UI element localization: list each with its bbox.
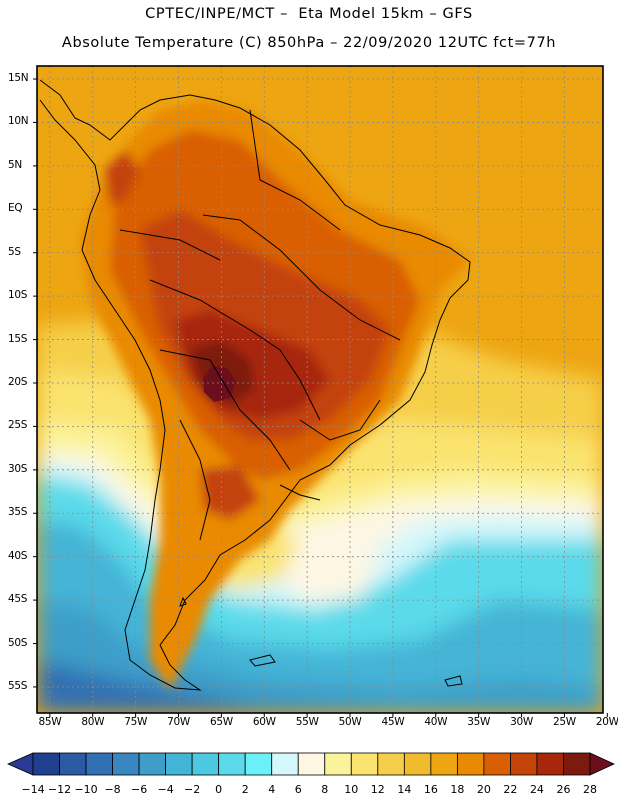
lat-label: 15N bbox=[8, 72, 29, 85]
field-m6 bbox=[37, 600, 603, 713]
map-title-line-2: Absolute Temperature (C) 850hPa – 22/09/… bbox=[61, 35, 557, 51]
colorbar-label: −2 bbox=[184, 783, 201, 796]
lon-label: 60W bbox=[252, 716, 276, 728]
map-title-line-1: CPTEC/INPE/MCT – Eta Model 15km – GFS bbox=[145, 6, 473, 22]
colorbar-swatch bbox=[403, 752, 432, 776]
colorbar-label: 16 bbox=[423, 783, 438, 796]
colorbar-label: −8 bbox=[104, 783, 121, 796]
lat-label: 25S bbox=[8, 419, 28, 432]
lat-label: 50S bbox=[8, 636, 28, 649]
colorbar-swatch bbox=[112, 752, 140, 776]
colorbar-swatch bbox=[191, 752, 220, 776]
colorbar-swatch bbox=[218, 752, 246, 776]
colorbar-label: 10 bbox=[344, 783, 359, 796]
lon-label: 40W bbox=[424, 716, 448, 728]
colorbar-label: 0 bbox=[215, 783, 223, 796]
colorbar-swatch bbox=[430, 752, 458, 776]
colorbar-label: 28 bbox=[583, 783, 597, 796]
lat-label: 20S bbox=[8, 375, 28, 388]
colorbar-swatch bbox=[536, 752, 564, 776]
colorbar-label: 22 bbox=[503, 783, 518, 796]
lon-label: 50W bbox=[338, 716, 362, 728]
colorbar-swatch bbox=[563, 752, 591, 776]
lon-label: 75W bbox=[124, 716, 148, 728]
colorbar-swatch bbox=[85, 752, 113, 776]
lon-label: 65W bbox=[209, 716, 233, 728]
colorbar-label: −4 bbox=[157, 783, 174, 796]
lon-label: 45W bbox=[381, 716, 405, 728]
lat-label: 35S bbox=[8, 506, 28, 519]
colorbar-swatch bbox=[138, 752, 167, 776]
colorbar-label: 18 bbox=[450, 783, 465, 796]
field-m10 bbox=[37, 660, 400, 713]
land-field-28 bbox=[203, 366, 236, 402]
lon-label: 80W bbox=[81, 716, 105, 728]
colorbar-swatch bbox=[165, 752, 193, 776]
colorbar-swatch bbox=[510, 752, 538, 776]
lat-label: 15S bbox=[8, 332, 28, 345]
lat-label: 10S bbox=[8, 289, 28, 302]
colorbar-swatch bbox=[350, 752, 379, 776]
colorbar-swatch bbox=[324, 752, 352, 776]
lat-label: 45S bbox=[8, 593, 28, 606]
colorbar-label: 14 bbox=[397, 783, 412, 796]
color-bar bbox=[7, 752, 615, 776]
colorbar-label: 26 bbox=[556, 783, 571, 796]
lat-label: 10N bbox=[8, 115, 29, 128]
coastline bbox=[39, 79, 471, 691]
lat-label: 30S bbox=[8, 462, 28, 475]
lon-label: 35W bbox=[467, 716, 491, 728]
lat-label: 5N bbox=[8, 158, 22, 171]
lon-label: 20W bbox=[595, 716, 618, 728]
colorbar-swatch bbox=[32, 752, 60, 776]
colorbar-swatch bbox=[59, 752, 87, 776]
colorbar-label: 2 bbox=[241, 783, 249, 796]
lon-label: 85W bbox=[38, 716, 62, 728]
lat-lon-grid bbox=[37, 66, 603, 713]
colorbar-label: 4 bbox=[268, 783, 276, 796]
colorbar-swatch bbox=[483, 752, 511, 776]
lat-label: 55S bbox=[8, 679, 28, 692]
colorbar-label: 24 bbox=[529, 783, 544, 796]
colorbar-label: −12 bbox=[47, 783, 72, 796]
colorbar-label: 20 bbox=[476, 783, 491, 796]
lon-label: 30W bbox=[510, 716, 533, 728]
colorbar-label: −6 bbox=[130, 783, 148, 796]
colorbar-label: −14 bbox=[21, 783, 45, 796]
colorbar-over-arrow bbox=[589, 752, 615, 776]
colorbar-label: 12 bbox=[370, 783, 385, 796]
lat-label: EQ bbox=[8, 202, 23, 215]
lon-label: 25W bbox=[552, 716, 576, 728]
colorbar-swatch bbox=[297, 752, 326, 776]
colorbar-label: −10 bbox=[74, 783, 98, 796]
map-frame bbox=[36, 65, 604, 714]
colorbar-label: 6 bbox=[294, 783, 302, 796]
colorbar-swatch bbox=[456, 752, 485, 776]
colorbar-swatch bbox=[244, 752, 273, 776]
lon-label: 55W bbox=[295, 716, 319, 728]
lat-label: 5S bbox=[8, 245, 21, 258]
colorbar-under-arrow bbox=[7, 752, 34, 776]
colorbar-label: 8 bbox=[321, 783, 329, 796]
lat-label: 40S bbox=[8, 549, 28, 562]
colorbar-swatch bbox=[377, 752, 405, 776]
lon-label: 70W bbox=[167, 716, 190, 728]
colorbar-swatch bbox=[271, 752, 299, 776]
